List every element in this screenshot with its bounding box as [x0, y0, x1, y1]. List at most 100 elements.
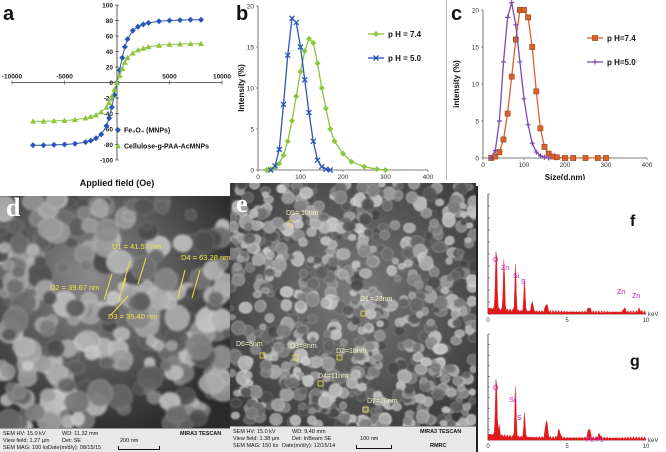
sem-grain [374, 330, 386, 342]
sem-grain [445, 257, 453, 265]
sem-grain [453, 298, 465, 309]
point-c-0-10 [529, 44, 536, 50]
sem-grain [397, 369, 412, 384]
sem-grain [322, 339, 335, 353]
sem-grain [418, 331, 429, 343]
sem-grain [165, 340, 178, 351]
point-b-1-9 [306, 109, 312, 116]
sem-grain [364, 323, 374, 331]
sem-grain [259, 323, 267, 331]
point-a-0-21 [145, 19, 152, 26]
sem-grain [237, 355, 253, 372]
sem-grain [445, 387, 457, 397]
sem-grain [263, 267, 276, 277]
sem-grain [272, 257, 287, 273]
point-a-0-22 [156, 18, 162, 25]
point-c-0-3 [500, 136, 507, 143]
annotation-d2: D2 = 39.67 nm [50, 283, 100, 292]
sem-grain [25, 403, 46, 422]
sem-grain [249, 183, 260, 190]
sem-grain [106, 249, 133, 274]
point-a-1-9 [103, 104, 110, 110]
point-b-0-14 [323, 105, 329, 112]
sem-grain [242, 232, 256, 245]
point-a-0-7 [93, 135, 99, 142]
sem-grain [154, 199, 170, 214]
point-a-0-15 [119, 54, 126, 61]
sem-grain [323, 330, 332, 338]
sem-grain [372, 394, 386, 406]
series-b-1 [267, 15, 334, 173]
sem-grain [342, 220, 357, 232]
sem-grain [348, 390, 356, 397]
sem-image-e [230, 183, 476, 427]
sem-grain [57, 377, 77, 393]
sem-grain [430, 362, 442, 374]
point-c-1-0 [488, 155, 494, 161]
sem-date-e: Date(m/d/y): 12/15/14 [282, 443, 336, 449]
sem-grain [172, 234, 193, 252]
sem-grain [360, 289, 370, 299]
point-b-0-7 [293, 93, 300, 100]
sem-grain [359, 212, 373, 226]
sem-grain [440, 287, 449, 295]
sem-grain [322, 376, 330, 382]
sem-grain [306, 277, 320, 290]
legend-marker-c-1 [592, 59, 598, 65]
sem-grain [419, 255, 434, 271]
sem-grain [243, 370, 253, 380]
point-a-0-2 [51, 141, 57, 148]
y-tick-label-a-8: 60 [106, 34, 114, 41]
sem-grain [432, 241, 447, 253]
y-axis-label-b: Intensity (%) [237, 64, 246, 112]
sem-grain [331, 295, 340, 303]
point-a-1-25 [187, 40, 194, 47]
point-a-0-0 [30, 142, 36, 149]
sem-detector-d: Det: SE [62, 438, 81, 444]
sem-grain [276, 324, 292, 338]
sem-grain [394, 190, 404, 199]
point-b-0-9 [301, 48, 308, 55]
sem-grain [332, 372, 347, 385]
sem-grain [467, 295, 476, 307]
point-c-1-4 [505, 14, 511, 20]
sem-grain [307, 256, 314, 263]
sem-grain [339, 401, 348, 410]
sem-grain [230, 282, 237, 293]
point-a-0-8 [98, 131, 105, 138]
scale-bar-e [356, 445, 392, 449]
sem-grain [216, 257, 230, 271]
series-line-c-1 [490, 2, 549, 159]
point-c-1-12 [537, 153, 543, 159]
sem-grain [414, 280, 424, 290]
sem-grain [116, 357, 132, 371]
sem-grain [164, 304, 190, 331]
point-c-1-6 [513, 22, 519, 28]
sem-grain [245, 379, 254, 387]
point-b-1-1 [272, 162, 278, 169]
sem-grain [454, 329, 465, 338]
point-c-1-14 [546, 155, 552, 161]
sem-grain [280, 286, 294, 298]
sem-grain [188, 408, 208, 427]
x-tick-label-a-4: 10000 [213, 74, 231, 81]
magnetization-chart: -100 -80 -60 -40 -20 0 20 40 60 80 100 -10000 -5000 5… [2, 3, 232, 189]
sem-grain [131, 255, 157, 281]
sem-grain [378, 413, 392, 424]
y-tick-label-a-7: 40 [106, 49, 114, 56]
sem-grain [185, 208, 197, 221]
panel-letter-f: f [630, 213, 636, 230]
sem-grain [467, 195, 476, 209]
sem-grain [350, 369, 361, 380]
sem-grain [387, 361, 400, 376]
sem-grain [278, 184, 286, 194]
point-a-1-7 [93, 112, 99, 118]
point-a-0-9 [103, 122, 110, 129]
sem-grain [243, 221, 253, 232]
sem-grain [327, 239, 338, 250]
legend-label-c-0: p H=7.4 [607, 34, 636, 43]
y-tick-label-a-3: -40 [104, 111, 114, 118]
sem-grain [261, 287, 270, 294]
point-c-0-21 [603, 155, 609, 161]
